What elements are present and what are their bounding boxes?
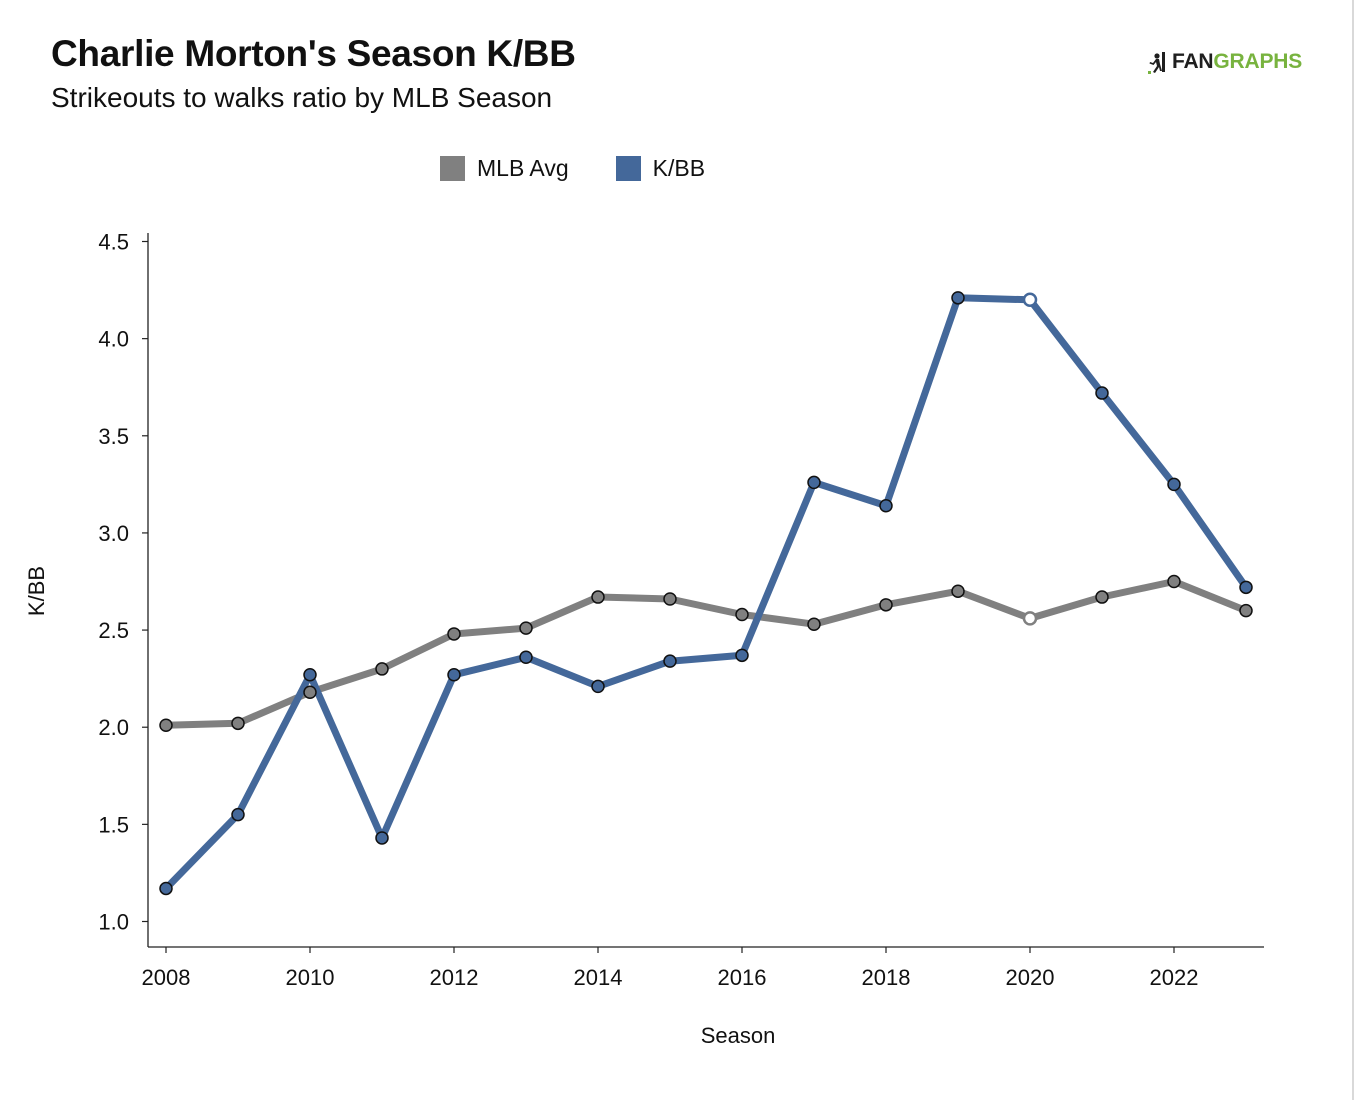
legend-swatch-k-bb [615, 155, 641, 181]
chart-legend: MLB Avg K/BB [440, 152, 752, 184]
data-point-k-bb-2020[interactable] [1022, 292, 1038, 308]
legend-item-mlb-avg[interactable]: MLB Avg [440, 155, 569, 182]
data-point-mlb-avg-2022[interactable] [1167, 574, 1181, 589]
data-point-mlb-avg-2015[interactable] [663, 592, 677, 606]
y-tick-label: 2.0 [98, 715, 129, 740]
y-tick-label: 3.5 [98, 424, 129, 449]
x-tick-label: 2016 [718, 965, 767, 990]
x-tick-label: 2022 [1150, 965, 1199, 990]
series-line-mlb-avg [162, 578, 1250, 729]
data-point-k-bb-2018[interactable] [879, 498, 893, 513]
x-tick-label: 2018 [862, 965, 911, 990]
y-axis-label: K/BB [24, 566, 49, 616]
y-tick-label: 2.5 [98, 618, 129, 643]
data-point-k-bb-2014[interactable] [591, 679, 605, 694]
y-tick-label: 3.0 [98, 521, 129, 546]
y-tick-label: 4.0 [98, 327, 129, 352]
data-point-mlb-avg-2018[interactable] [879, 598, 893, 612]
window-edge [1352, 0, 1354, 1100]
brand-wordmark-graphs: GRAPHS [1213, 50, 1303, 73]
data-point-k-bb-2022[interactable] [1167, 477, 1181, 492]
x-tick-label: 2020 [1006, 965, 1055, 990]
data-point-k-bb-2015[interactable] [663, 654, 677, 668]
axes: 1.0 1.5 2.0 2.5 3.0 3.5 4.0 4.5 2008 2010 2012 2014… [24, 230, 1264, 1048]
y-tick-label: 1.0 [98, 910, 129, 935]
data-point-k-bb-2019[interactable] [951, 291, 965, 305]
data-point-k-bb-2012[interactable] [447, 668, 461, 682]
data-point-k-bb-2008[interactable] [159, 881, 173, 896]
data-point-mlb-avg-2012[interactable] [447, 627, 461, 641]
data-point-k-bb-2010[interactable] [303, 668, 317, 682]
data-point-mlb-avg-2013[interactable] [519, 621, 533, 635]
data-point-mlb-avg-2014[interactable] [591, 590, 605, 604]
x-tick-label: 2012 [430, 965, 479, 990]
legend-item-k-bb[interactable]: K/BB [615, 154, 706, 182]
data-point-k-bb-2011[interactable] [375, 831, 389, 845]
data-point-k-bb-2021[interactable] [1095, 386, 1109, 400]
series-line-k-bb [162, 294, 1250, 892]
x-tick-label: 2014 [574, 965, 623, 990]
data-point-k-bb-2017[interactable] [807, 475, 821, 490]
data-point-k-bb-2009[interactable] [231, 807, 245, 822]
data-point-k-bb-2013[interactable] [519, 650, 533, 665]
legend-swatch-mlb-avg [440, 155, 465, 181]
data-point-mlb-avg-2016[interactable] [735, 607, 749, 622]
x-axis-label: Season [701, 1023, 776, 1048]
legend-label-mlb-avg: MLB Avg [477, 154, 569, 181]
fangraphs-logo: FANGRAPHS [1148, 49, 1302, 75]
data-point-mlb-avg-2023[interactable] [1239, 603, 1253, 618]
series-points [159, 291, 1253, 896]
x-tick-label: 2008 [142, 965, 191, 990]
data-point-mlb-avg-2021[interactable] [1095, 590, 1109, 604]
legend-label-k-bb: K/BB [652, 154, 706, 181]
y-tick-label: 4.5 [98, 230, 129, 255]
data-point-mlb-avg-2009[interactable] [231, 716, 245, 731]
data-point-mlb-avg-2020[interactable] [1022, 611, 1038, 626]
data-point-k-bb-2016[interactable] [735, 648, 749, 663]
brand-wordmark: FANGRAPHS [1172, 50, 1302, 74]
data-point-mlb-avg-2011[interactable] [375, 662, 389, 676]
chart-subtitle: Strikeouts to walks ratio by MLB Season [51, 82, 553, 113]
data-point-k-bb-2023[interactable] [1239, 580, 1253, 595]
data-point-mlb-avg-2008[interactable] [159, 718, 173, 733]
data-point-mlb-avg-2017[interactable] [807, 617, 821, 631]
series-lines [162, 294, 1250, 892]
runner-icon [1148, 52, 1165, 74]
data-point-mlb-avg-2019[interactable] [951, 584, 965, 598]
brand-wordmark-fan: FAN [1172, 50, 1214, 73]
x-tick-label: 2010 [286, 965, 335, 990]
chart-title: Charlie Morton's Season K/BB [51, 33, 576, 74]
y-tick-label: 1.5 [98, 812, 129, 837]
data-point-mlb-avg-2010[interactable] [303, 685, 317, 699]
